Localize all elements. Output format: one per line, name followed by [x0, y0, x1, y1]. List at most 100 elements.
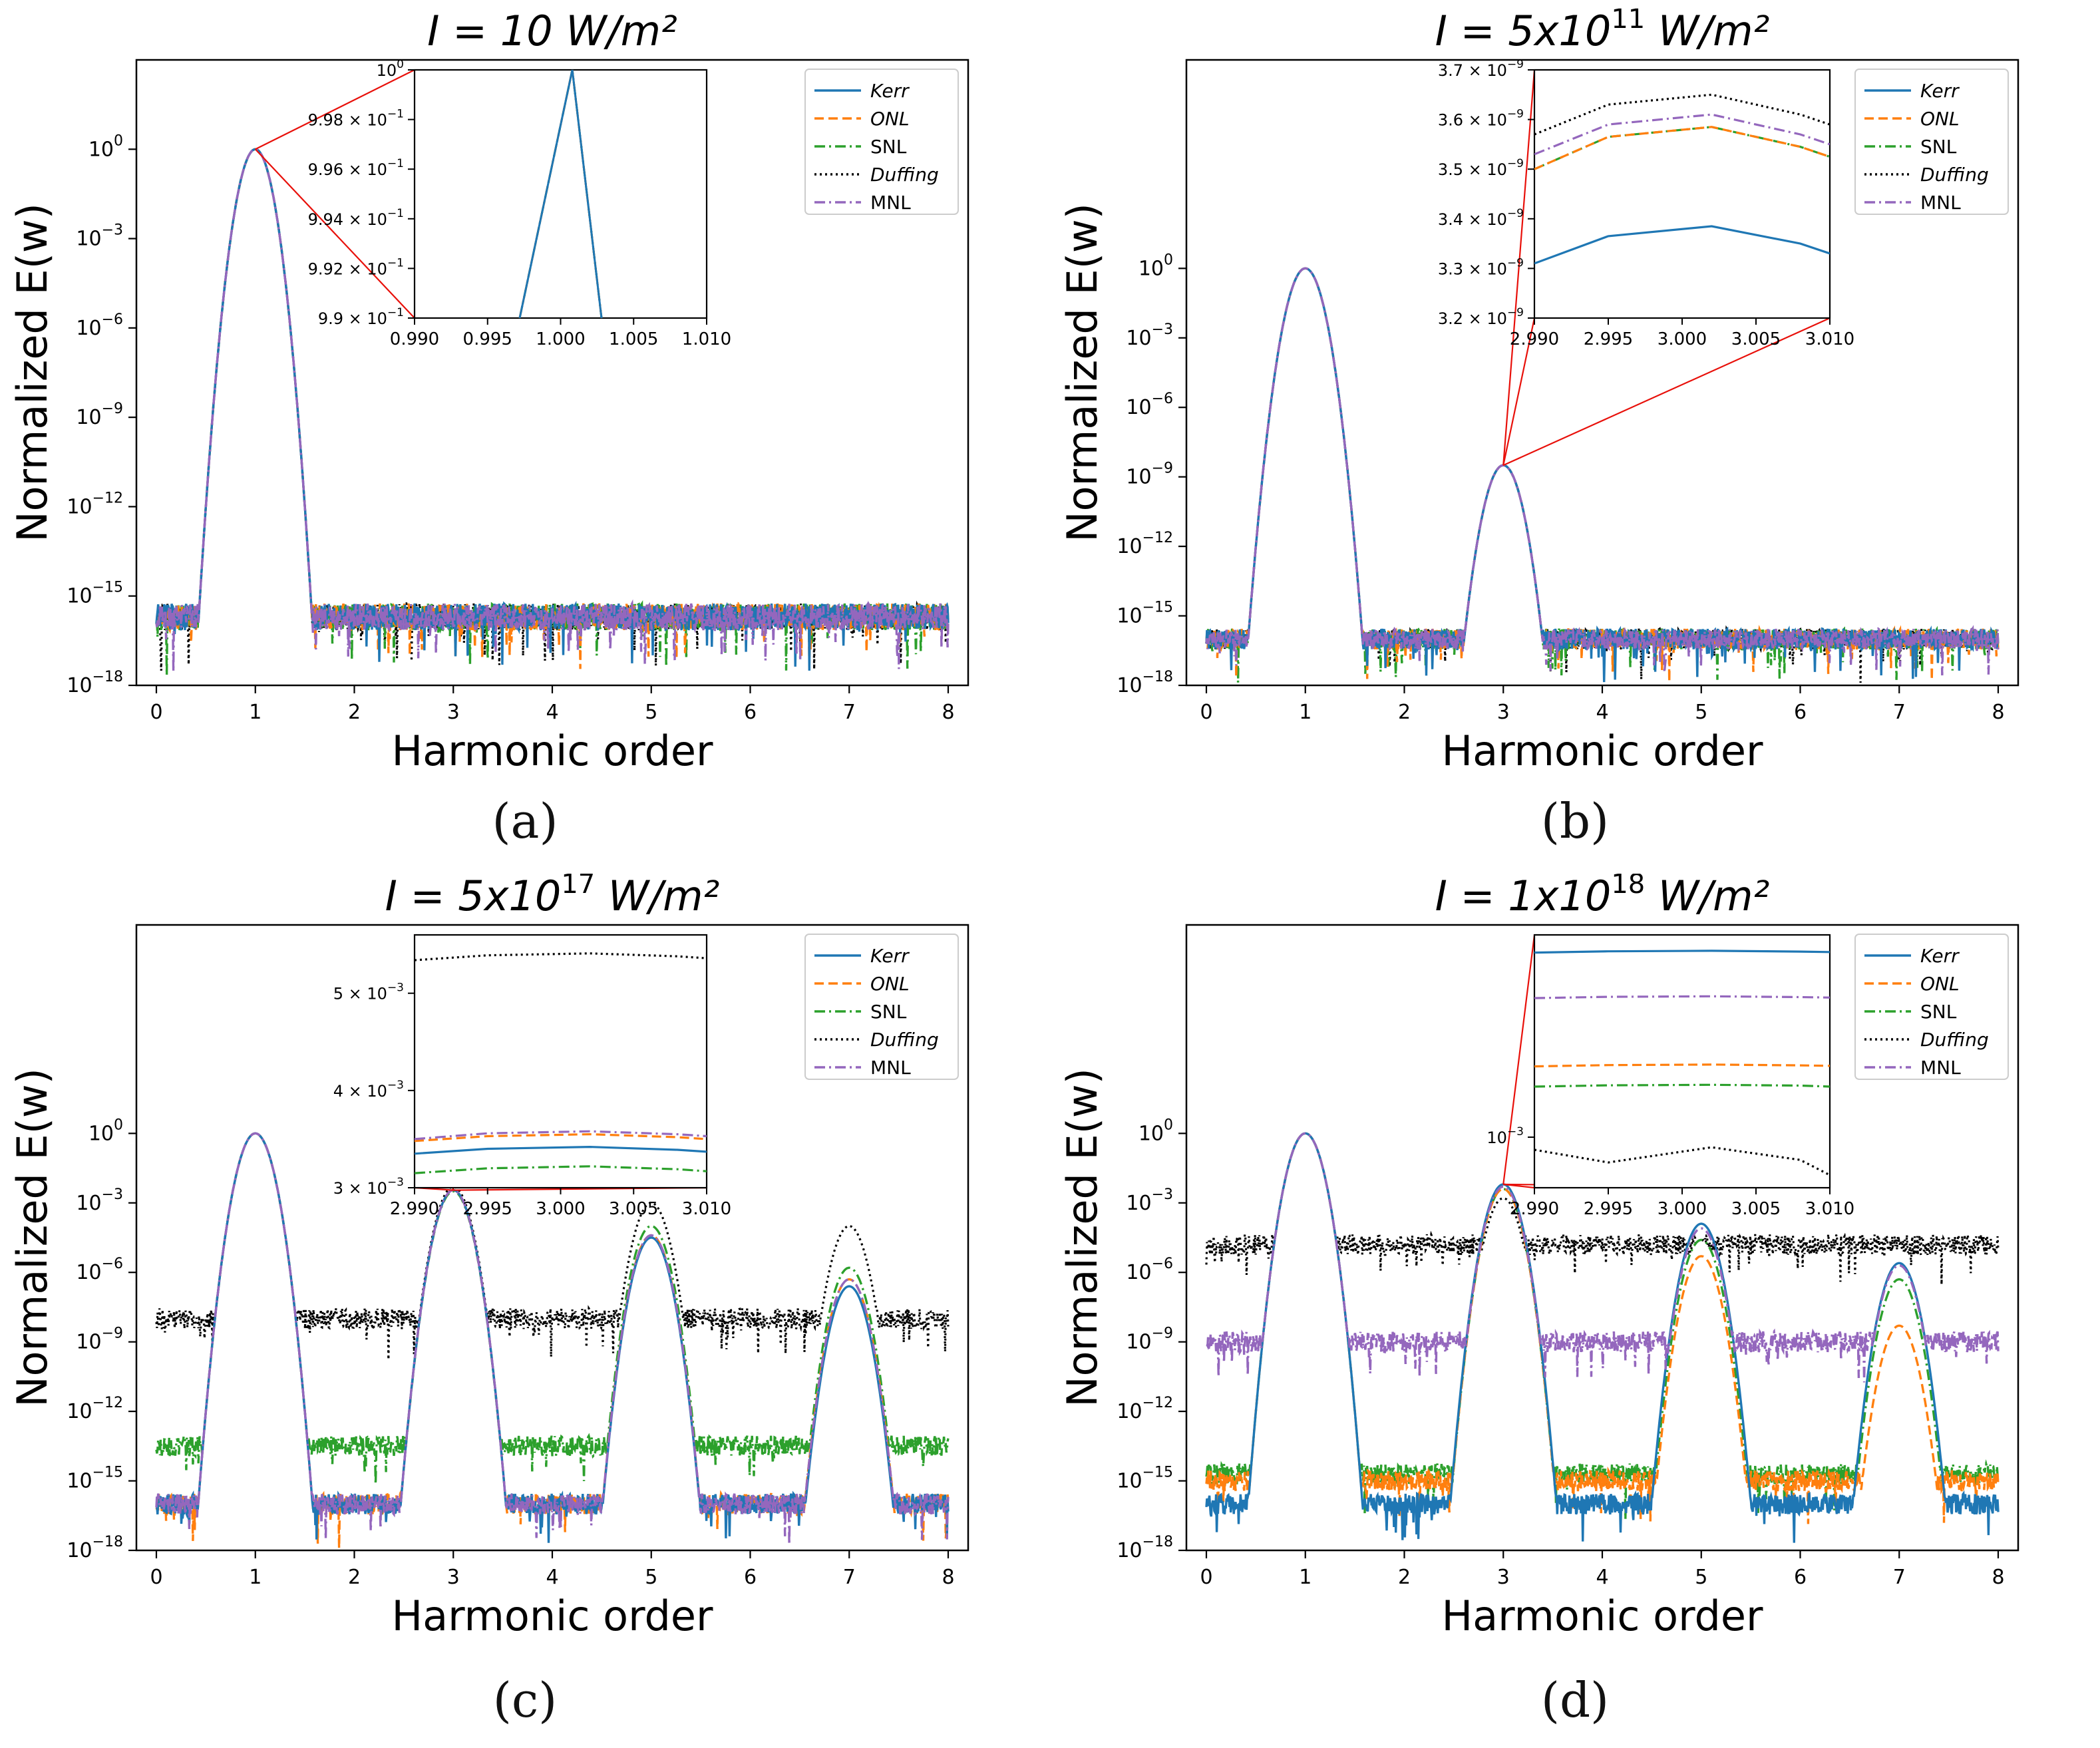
- y-tick-base: 10: [1138, 257, 1164, 280]
- inset-line-onl: [1534, 126, 1830, 170]
- y-axis-label: Normalized E(w): [8, 1068, 57, 1407]
- x-tick-label: 5: [645, 1566, 657, 1589]
- x-axis-label: Harmonic order: [392, 1592, 713, 1640]
- y-tick-exponent: −9: [1152, 460, 1173, 477]
- y-tick-label: 10−3: [1126, 321, 1173, 350]
- chart-title-main: I = 5x10: [1435, 7, 1612, 55]
- inset-y-tick-exponent: −9: [1507, 58, 1524, 71]
- inset-y-tick-base: 5 × 10: [333, 985, 387, 1003]
- inset-y-tick-label: 100: [377, 58, 404, 80]
- y-tick-base: 10: [76, 1261, 101, 1284]
- legend-label-kerr: Kerr: [1920, 80, 1960, 102]
- series-line-snl: [155, 1132, 950, 1485]
- chart-title-main: I = 5x10: [385, 874, 562, 920]
- chart-panel-d: I = 1x1018 W/m² 0 1 2 3 4 5 6 7 8 10−18 10−15 10−12 1…: [1050, 874, 2100, 1747]
- plot-area: [155, 1132, 950, 1548]
- y-tick-exponent: −9: [1152, 1325, 1173, 1342]
- y-tick-base: 10: [1126, 396, 1151, 419]
- x-axis-label: Harmonic order: [1442, 1592, 1763, 1640]
- legend-label-snl: SNL: [1920, 136, 1957, 158]
- inset-frame: [1533, 934, 1831, 1189]
- x-tick-label: 5: [1695, 701, 1707, 724]
- legend-label-onl: ONL: [1920, 973, 1960, 995]
- inset-x-tick-label: 2.995: [1584, 329, 1633, 349]
- y-tick-exponent: −9: [102, 1325, 123, 1342]
- x-tick-label: 6: [744, 701, 757, 724]
- y-tick-exponent: −3: [1152, 321, 1173, 338]
- zoom-connector: [255, 69, 415, 150]
- y-tick-base: 10: [1126, 1192, 1151, 1215]
- y-tick-exponent: −12: [1142, 530, 1173, 546]
- inset-x-tick-label: 3.005: [609, 1199, 658, 1219]
- inset-y-tick-label: 9.96 × 10−1: [308, 157, 404, 179]
- legend-box: [1854, 934, 2009, 1080]
- zoom-connector: [1502, 69, 1536, 466]
- y-tick-label: 100: [1138, 252, 1173, 280]
- x-tick-label: 2: [348, 701, 361, 724]
- chart-panel-a: I = 10 W/m² 0 1 2 3 4 5 6 7 8 10−18 10−15 10−12 10−9 1…: [0, 0, 1050, 874]
- inset-y-tick-label: 3.6 × 10−9: [1438, 108, 1524, 130]
- y-tick-exponent: 0: [114, 1117, 123, 1133]
- series-line-onl: [155, 1132, 950, 1548]
- legend-label-kerr: Kerr: [1920, 945, 1960, 967]
- panel-caption: (c): [492, 1672, 558, 1728]
- inset-x-tick-label: 1.005: [609, 329, 658, 349]
- inset-frame: [1533, 69, 1831, 319]
- plot-area: [1205, 1132, 2000, 1543]
- y-axis-label: Normalized E(w): [8, 203, 57, 542]
- zoom-connector: [1502, 934, 1536, 1185]
- y-tick-exponent: −12: [92, 490, 123, 506]
- x-tick-label: 6: [1794, 701, 1807, 724]
- x-tick-label: 8: [1992, 701, 2004, 724]
- inset-y-tick-base: 3 × 10: [333, 1179, 387, 1198]
- panel-caption: (a): [492, 793, 558, 849]
- y-axis-label: Normalized E(w): [1058, 203, 1107, 542]
- inset-y-tick-exponent: −3: [1507, 1125, 1524, 1138]
- legend-label-duffing: Duffing: [870, 1029, 939, 1051]
- legend-label-duffing: Duffing: [1920, 164, 1989, 186]
- x-tick-label: 8: [1992, 1566, 2004, 1589]
- y-tick-base: 10: [76, 1331, 101, 1354]
- legend-box: [1854, 69, 2009, 215]
- inset-x-tick-label: 3.010: [1805, 329, 1854, 349]
- x-tick-label: 3: [447, 701, 460, 724]
- y-tick-base: 10: [1117, 1539, 1142, 1562]
- inset-frame: [413, 934, 708, 1189]
- chart-title-exponent: 11: [1611, 4, 1645, 35]
- x-tick-label: 1: [249, 1566, 262, 1589]
- y-tick-exponent: −6: [102, 311, 123, 328]
- y-tick-exponent: −15: [1142, 600, 1173, 616]
- y-tick-label: 10−18: [67, 669, 123, 697]
- y-tick-label: 100: [88, 1117, 123, 1145]
- y-tick-label: 10−18: [1117, 1534, 1173, 1562]
- y-tick-base: 10: [1138, 1122, 1164, 1145]
- inset-y-tick-base: 9.9 × 10: [318, 309, 387, 328]
- y-tick-label: 10−12: [67, 490, 123, 518]
- chart-title-units: W/m²: [553, 7, 677, 55]
- y-tick-base: 10: [76, 317, 101, 340]
- inset-x-tick-label: 1.010: [682, 329, 731, 349]
- series-line-snl: [1205, 1132, 2000, 1520]
- plot-area: [1205, 267, 2000, 683]
- chart-title-exponent: 17: [561, 874, 595, 900]
- inset-line-mnl: [415, 1130, 707, 1140]
- x-tick-label: 2: [1398, 701, 1411, 724]
- inset-line-snl: [415, 1165, 707, 1174]
- y-tick-exponent: −3: [102, 222, 123, 239]
- y-tick-base: 10: [1117, 1470, 1142, 1493]
- inset-y-tick-exponent: −3: [387, 1079, 404, 1092]
- legend-label-snl: SNL: [1920, 1001, 1957, 1023]
- y-tick-exponent: −3: [1152, 1186, 1173, 1203]
- chart-panel-b: I = 5x1011 W/m² 0 1 2 3 4 5 6 7 8 10−18 10−15 10−12 1…: [1050, 0, 2100, 874]
- inset-y-tick-exponent: −9: [1507, 157, 1524, 170]
- legend-box: [804, 934, 959, 1080]
- y-tick-label: 10−18: [67, 1534, 123, 1562]
- series-line-mnl: [1206, 1132, 2000, 1383]
- inset-plot-area: [415, 952, 707, 1174]
- y-tick-base: 10: [76, 1192, 101, 1215]
- inset-y-tick-label: 5 × 10−3: [333, 981, 404, 1003]
- x-tick-label: 6: [744, 1566, 757, 1589]
- y-tick-label: 10−9: [76, 401, 123, 429]
- y-tick-exponent: −9: [102, 401, 123, 417]
- inset-y-tick-base: 3.5 × 10: [1438, 160, 1507, 179]
